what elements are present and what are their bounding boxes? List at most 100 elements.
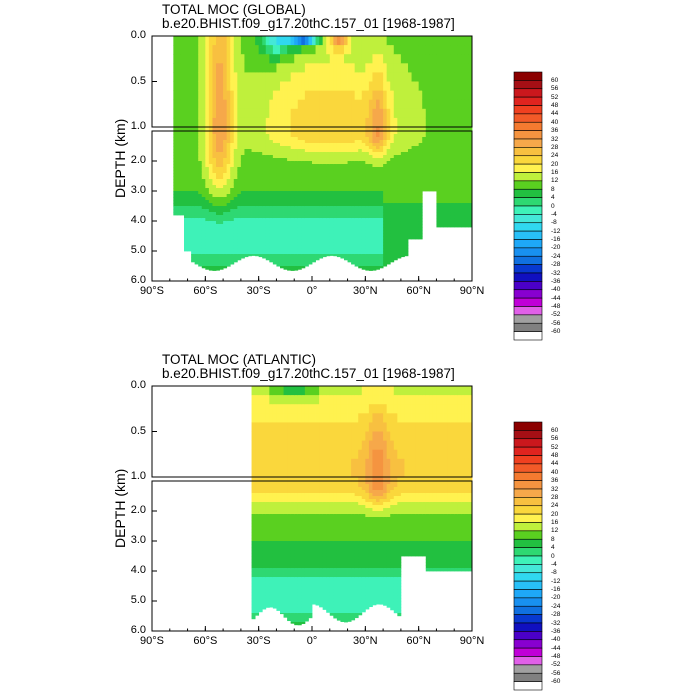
contour-cell — [283, 152, 288, 156]
contour-cell — [294, 212, 299, 216]
contour-cell — [262, 36, 267, 46]
contour-cell — [280, 197, 284, 201]
contour-cell — [262, 191, 267, 195]
contour-cell — [326, 194, 331, 198]
contour-cell — [383, 146, 388, 150]
contour-cell — [450, 188, 455, 192]
contour-cell — [184, 36, 188, 46]
contour-cell — [187, 185, 192, 189]
contour-cell — [265, 586, 270, 590]
contour-cell — [443, 117, 448, 128]
contour-cell — [347, 164, 352, 168]
contour-cell — [262, 182, 267, 186]
contour-cell — [287, 63, 292, 73]
contour-cell — [436, 170, 441, 174]
contour-cell — [251, 386, 256, 396]
contour-cell — [429, 164, 434, 168]
contour-cell — [255, 598, 260, 602]
contour-cell — [287, 613, 292, 617]
contour-cell — [226, 90, 231, 101]
contour-cell — [312, 63, 316, 73]
contour-cell — [276, 610, 281, 611]
contour-cell — [251, 191, 256, 195]
contour-cell — [237, 245, 242, 249]
contour-cell — [397, 179, 402, 183]
colorbar-swatch — [513, 96, 543, 106]
contour-cell — [383, 140, 388, 144]
contour-cell — [411, 143, 416, 147]
contour-cell — [461, 81, 466, 91]
contour-cell — [351, 209, 356, 213]
contour-cell — [262, 499, 267, 503]
contour-cell — [344, 90, 348, 101]
contour-cell — [283, 146, 288, 150]
contour-cell — [283, 108, 288, 119]
contour-cell — [290, 203, 295, 207]
contour-cell — [326, 158, 331, 162]
contour-cell — [304, 245, 309, 249]
colorbar-label: -40 — [551, 286, 561, 294]
contour-cell — [393, 117, 398, 128]
contour-cell — [258, 589, 263, 593]
contour-cell — [326, 134, 331, 138]
contour-cell — [393, 191, 398, 195]
contour-cell — [351, 161, 356, 165]
contour-cell — [351, 90, 356, 101]
contour-cell — [191, 146, 196, 150]
contour-cell — [191, 173, 196, 177]
contour-cell — [454, 63, 459, 73]
contour-cell — [201, 266, 206, 269]
contour-cell — [329, 164, 334, 168]
contour-cell — [251, 586, 256, 590]
contour-cell — [411, 99, 416, 110]
contour-cell — [184, 167, 188, 171]
contour-cell — [176, 197, 181, 201]
contour-cell — [276, 490, 281, 494]
contour-cell — [219, 248, 224, 252]
contour-cell — [358, 182, 363, 186]
contour-cell — [258, 535, 263, 539]
contour-cell — [379, 176, 384, 180]
contour-cell — [180, 117, 185, 128]
contour-cell — [251, 155, 256, 159]
contour-cell — [336, 194, 341, 198]
contour-cell — [329, 81, 334, 91]
contour-cell — [326, 149, 331, 153]
contour-cell — [457, 170, 462, 174]
contour-cell — [205, 108, 210, 119]
contour-cell — [333, 236, 338, 240]
contour-cell — [390, 155, 395, 159]
contour-cell — [436, 191, 441, 195]
contour-cell — [404, 194, 409, 198]
contour-cell — [191, 54, 196, 64]
contour-cell — [280, 137, 284, 141]
contour-cell — [358, 197, 363, 201]
contour-cell — [450, 63, 455, 73]
contour-cell — [198, 146, 203, 150]
contour-cell — [432, 137, 437, 141]
contour-cell — [280, 224, 284, 228]
contour-cell — [176, 143, 181, 147]
contour-cell — [379, 263, 384, 267]
contour-cell — [262, 589, 267, 593]
contour-cell — [287, 586, 292, 590]
contour-cell — [251, 487, 256, 491]
contour-cell — [262, 54, 267, 64]
contour-cell — [297, 197, 302, 201]
contour-cell — [290, 36, 295, 46]
contour-cell — [287, 571, 292, 575]
contour-cell — [287, 529, 292, 533]
contour-cell — [280, 613, 284, 615]
contour-cell — [272, 167, 277, 171]
contour-cell — [283, 616, 288, 618]
contour-cell — [368, 54, 373, 64]
contour-cell — [304, 155, 309, 159]
contour-cell — [464, 134, 469, 138]
contour-cell — [280, 467, 284, 478]
contour-cell — [308, 239, 313, 243]
contour-cell — [194, 251, 199, 255]
contour-cell — [240, 152, 245, 156]
contour-cell — [450, 152, 455, 156]
contour-cell — [216, 54, 220, 64]
contour-cell — [212, 236, 217, 240]
